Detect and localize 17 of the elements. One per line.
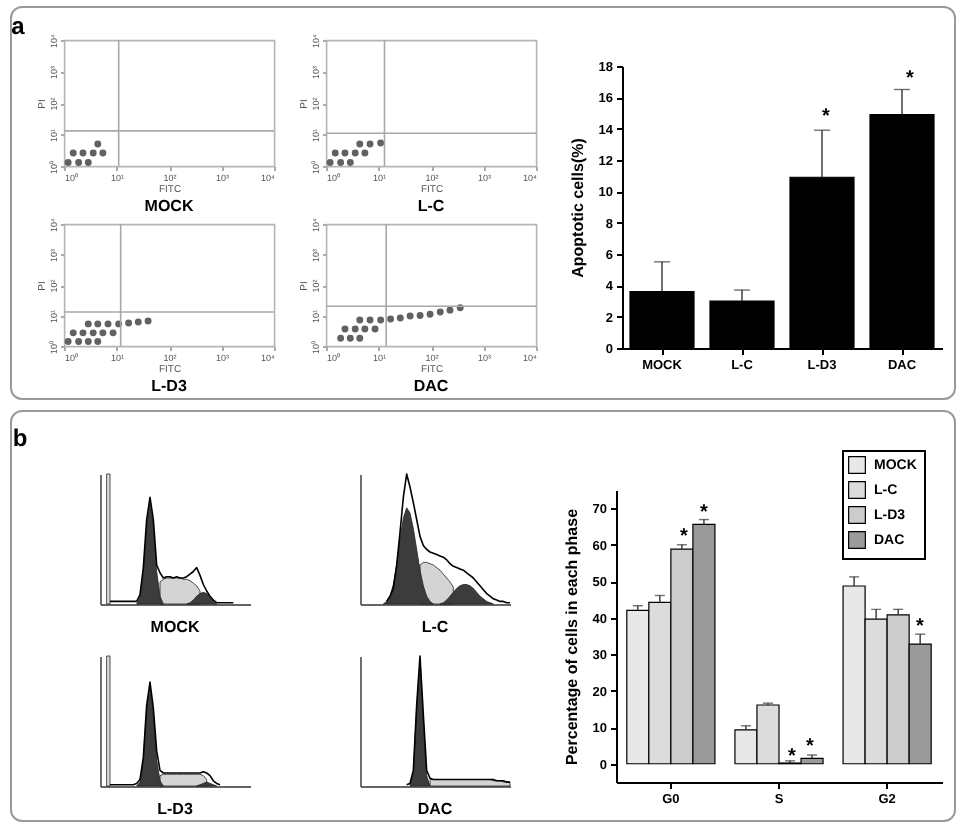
y-axis-title: Apoptotic cells(%) [568,137,587,278]
text: b [12,424,28,452]
annotation: * [788,746,796,768]
text: L-C [421,617,449,636]
annotation: * [916,616,924,638]
annotation: * [700,502,708,524]
y-axis-title: Percentage of cells in each phase [562,507,581,766]
text: DAC [413,377,449,395]
text: MOCK [144,197,194,215]
annotation: * [822,106,830,128]
text: L-D3 [151,377,188,395]
text: L-C [417,197,445,215]
text: a [11,12,25,40]
annotation: * [680,526,688,548]
annotation: * [906,68,914,90]
annotation: * [806,736,814,758]
text: MOCK [150,617,200,636]
